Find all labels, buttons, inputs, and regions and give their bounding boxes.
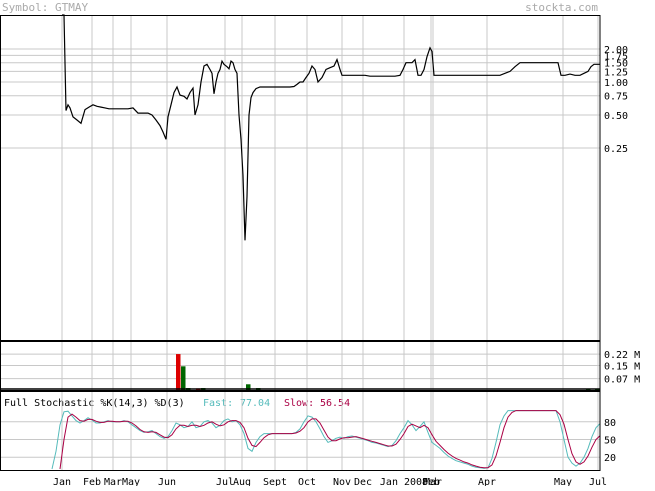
stochastic-tick-label: 50 bbox=[604, 436, 616, 447]
x-tick-label: Jun bbox=[158, 477, 176, 486]
x-tick-label: Jul bbox=[216, 477, 234, 486]
volume-tick-label: 0.15 M bbox=[604, 362, 640, 373]
volume-bar bbox=[181, 366, 186, 390]
x-tick-label: May bbox=[122, 477, 140, 486]
fast-k-line bbox=[51, 410, 601, 470]
volume-bar bbox=[176, 354, 181, 390]
x-tick-label: Jul bbox=[589, 477, 607, 486]
stochastic-tick-label: 80 bbox=[604, 418, 616, 429]
x-tick-label: Feb bbox=[83, 477, 101, 486]
x-tick-label: Dec bbox=[354, 477, 372, 486]
x-tick-label: Mar bbox=[424, 477, 442, 486]
price-panel-border bbox=[0, 15, 601, 341]
x-tick-label: Nov bbox=[333, 477, 351, 486]
fast-value: 77.04 bbox=[240, 398, 270, 409]
x-tick-label: Apr bbox=[478, 477, 496, 486]
price-tick-label: 2.00 bbox=[604, 45, 628, 56]
x-tick-label: Sept bbox=[263, 477, 287, 486]
slow-value: 56.54 bbox=[320, 398, 350, 409]
x-tick-label: Jan 2008 bbox=[380, 477, 428, 486]
price-tick-label: 1.00 bbox=[604, 78, 628, 89]
x-tick-label: Oct bbox=[298, 477, 316, 486]
price-tick-label: 1.50 bbox=[604, 59, 628, 70]
stochastic-panel-border bbox=[0, 391, 601, 471]
x-tick-label: May bbox=[554, 477, 572, 486]
volume-tick-label: 0.07 M bbox=[604, 375, 640, 386]
site-label: stockta.com bbox=[525, 1, 598, 14]
stochastic-panel: Full Stochastic %K(14,3) %D(3) Fast: 77.… bbox=[0, 391, 616, 471]
fast-label: Fast: bbox=[203, 398, 233, 409]
stochastic-title: Full Stochastic %K(14,3) %D(3) bbox=[4, 398, 185, 409]
volume-bar bbox=[246, 384, 251, 390]
stochastic-tick-label: 20 bbox=[604, 453, 616, 464]
price-tick-label: 0.75 bbox=[604, 92, 628, 103]
price-panel: 2.001.751.501.251.00 0.75 0.50 0.25 bbox=[0, 14, 628, 341]
price-line bbox=[62, 14, 600, 241]
slow-label: Slow: bbox=[284, 398, 314, 409]
slow-d-line bbox=[59, 410, 601, 470]
x-tick-label: Jan bbox=[53, 477, 71, 486]
x-tick-label: Feb bbox=[422, 477, 440, 486]
x-tick-label: Mar bbox=[104, 477, 122, 486]
volume-panel: 0.22 M0.15 M 0.07 M bbox=[0, 341, 640, 391]
x-tick-label: Aug bbox=[233, 477, 251, 486]
volume-tick-label: 0.22 M bbox=[604, 350, 640, 361]
price-tick-label: 0.50 bbox=[604, 111, 628, 122]
price-tick-label: 1.25 bbox=[604, 67, 628, 78]
price-tick-label: 1.75 bbox=[604, 51, 628, 62]
symbol-label: Symbol: GTMAY bbox=[2, 1, 88, 14]
price-tick-label: 0.25 bbox=[604, 144, 628, 155]
volume-panel-border bbox=[0, 341, 601, 391]
